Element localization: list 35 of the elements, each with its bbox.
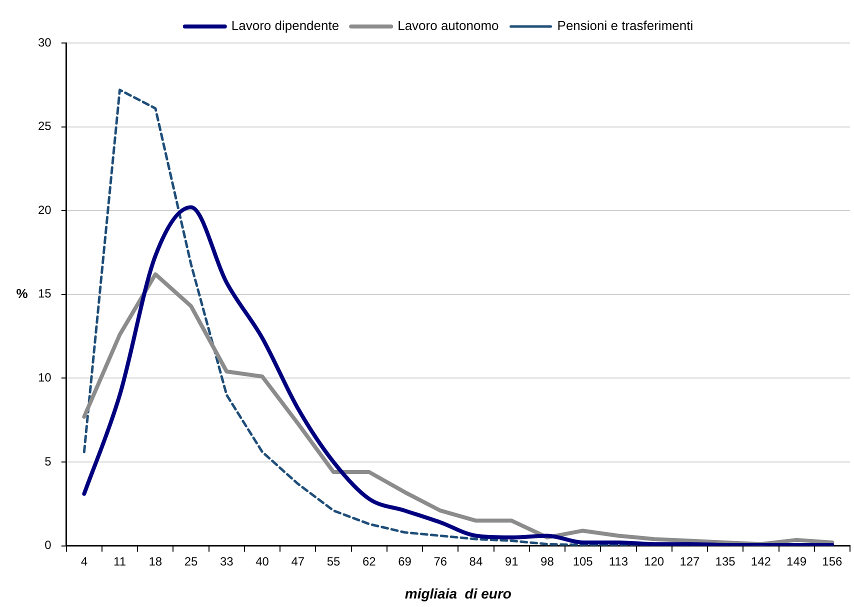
x-tick-label: 127 <box>680 554 700 568</box>
x-tick-label: 11 <box>114 554 126 568</box>
line-series <box>82 205 834 546</box>
x-tick-label: 149 <box>786 554 807 568</box>
y-tick-label: 30 <box>38 35 52 50</box>
x-tick-label: 135 <box>715 554 736 568</box>
x-tick-label: 98 <box>540 554 554 568</box>
x-tick-label: 113 <box>608 554 628 568</box>
x-tick-label: 76 <box>434 554 448 568</box>
y-tick-label: 15 <box>38 286 52 301</box>
x-tick-label: 91 <box>504 554 519 568</box>
x-tick-label: 142 <box>750 554 772 568</box>
x-tick-label: 4 <box>80 554 88 568</box>
y-tick-label: 10 <box>38 370 52 385</box>
x-tick-label: 84 <box>469 554 483 568</box>
x-tick-label: 47 <box>291 554 305 568</box>
legend-label: Lavoro dipendente <box>231 18 340 34</box>
y-tick-label: 20 <box>38 202 52 217</box>
y-axis-title: % <box>16 286 28 301</box>
y-tick-label: 0 <box>44 538 52 552</box>
x-tick-label: 105 <box>572 554 594 568</box>
x-axis-title: migliaia di euro <box>404 585 512 602</box>
y-tick-label: 25 <box>38 119 52 134</box>
x-tick-label: 69 <box>398 554 412 568</box>
x-tick-label: 120 <box>644 554 664 568</box>
x-tick-label: 18 <box>148 554 162 568</box>
x-tick-label: 55 <box>326 554 340 568</box>
x-tick-label: 62 <box>362 554 376 568</box>
x-tick-label: 33 <box>220 554 234 568</box>
y-tick-label: 5 <box>44 454 52 468</box>
x-tick-label: 40 <box>256 554 270 568</box>
x-tick-label: 156 <box>822 554 843 568</box>
legend-label: Lavoro autonomo <box>398 18 499 34</box>
x-tick-label: 25 <box>184 554 198 568</box>
legend-label: Pensioni e trasferimenti <box>557 18 694 34</box>
